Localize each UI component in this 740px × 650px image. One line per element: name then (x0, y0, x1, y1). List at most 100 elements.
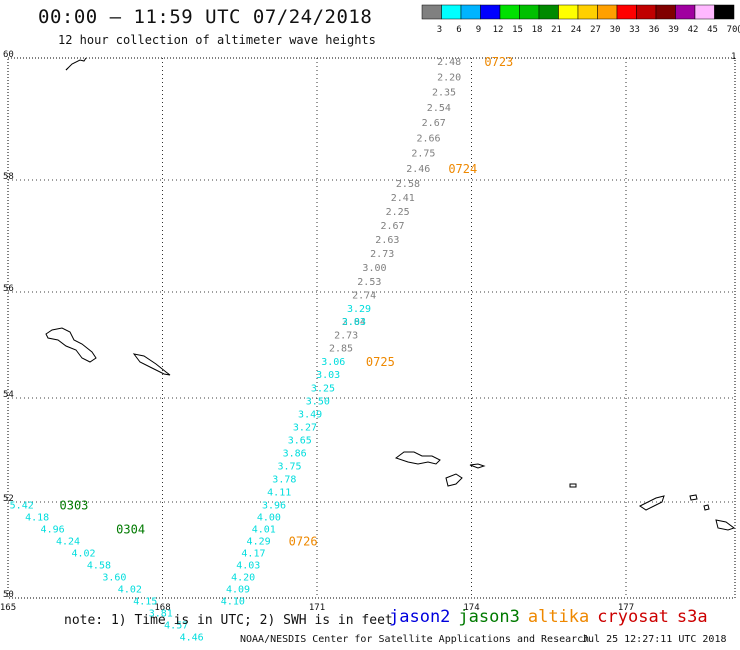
swh-value: 2.20 (437, 72, 461, 83)
swh-value: 2.25 (386, 207, 410, 218)
swh-value: 3.25 (311, 383, 335, 394)
lat-tick-label: 52 (3, 494, 14, 504)
legend-label: 27 (590, 25, 601, 35)
swh-value: 2.85 (329, 344, 353, 355)
legend-swatch (499, 4, 520, 20)
corner-label: 1 (731, 52, 736, 62)
lat-tick-label: 50 (3, 590, 14, 600)
swh-value: 2.74 (352, 291, 376, 302)
legend-swatch (714, 4, 735, 20)
swh-value: 3.60 (102, 572, 126, 583)
lat-tick-label: 54 (3, 390, 14, 400)
swh-value: 4.00 (257, 512, 281, 523)
graticule: 165 168 171 174 177 60 58 56 54 52 50 1 (0, 50, 736, 613)
lon-tick-label: 177 (618, 603, 634, 613)
legend-label: 33 (629, 25, 640, 35)
island-small-1 (469, 463, 486, 469)
legend-swatch (636, 4, 657, 20)
generated-timestamp: Jul 25 12:27:11 UTC 2018 (582, 634, 727, 645)
legend-label: 12 (493, 25, 504, 35)
credit-line: NOAA/NESDIS Center for Satellite Applica… (240, 634, 590, 645)
swh-value: 3.50 (306, 397, 330, 408)
time-tags: 0723 0724 0725 0726 0303 0304 (60, 55, 514, 548)
island-atka (445, 473, 463, 487)
time-tag: 0304 (116, 522, 145, 536)
swh-value: 2.73 (370, 249, 394, 260)
swh-value: 2.73 (334, 330, 358, 341)
legend-swatch (460, 4, 481, 20)
satellite-tracks: 2.48 2.20 2.35 2.54 2.67 2.66 2.75 2.46 2.58 2.41… (10, 57, 462, 643)
swh-value: 5.42 (10, 500, 34, 511)
swh-value: 4.03 (236, 560, 260, 571)
swh-value: 4.20 (231, 572, 255, 583)
satellite-name-s3a: s3a (676, 607, 708, 627)
map-subtitle: 12 hour collection of altimeter wave hei… (58, 33, 376, 47)
island-kiska (132, 353, 171, 376)
swh-value: 2.54 (427, 103, 451, 114)
swh-value: 3.86 (283, 449, 307, 460)
time-tag: 0724 (448, 162, 477, 176)
satellite-legend: jason2 jason3 altika cryosat s3a (389, 607, 716, 627)
swh-value: 3.81 (149, 608, 173, 619)
swh-value: 4.01 (252, 524, 276, 535)
swh-value: 3.27 (293, 423, 317, 434)
lat-tick-label: 56 (3, 284, 14, 294)
legend-swatch (441, 4, 462, 20)
lon-tick-label: 165 (0, 603, 16, 613)
legend-label: 6 (456, 25, 461, 35)
legend-label: 15 (512, 25, 523, 35)
swh-value: 4.09 (226, 584, 250, 595)
legend-label: 30 (610, 25, 621, 35)
swh-value: 4.24 (56, 536, 80, 547)
legend-swatch (538, 4, 559, 20)
lat-tick-label: 60 (3, 50, 14, 60)
swh-value: 4.17 (241, 548, 265, 559)
lon-tick-label: 168 (154, 603, 170, 613)
time-tag: 0303 (60, 498, 89, 512)
swh-value: 4.46 (180, 632, 204, 643)
satellite-name-jason2: jason2 (389, 607, 451, 627)
swh-value: 2.63 (375, 235, 399, 246)
swh-value: 2.75 (411, 149, 435, 160)
swh-value: 2.46 (406, 164, 430, 175)
legend-label: 24 (571, 25, 582, 35)
island-umnak (639, 495, 665, 511)
legend-unit: (ft) (736, 25, 740, 35)
legend-label: 36 (649, 25, 660, 35)
swh-value: 2.35 (432, 88, 456, 99)
legend-swatch (597, 4, 618, 20)
swh-value: 2.58 (396, 179, 420, 190)
legend-swatch (558, 4, 579, 20)
legend-label: 45 (707, 25, 718, 35)
island-small-4 (703, 504, 710, 511)
swh-value: 4.29 (247, 536, 271, 547)
swh-value: 3.65 (288, 436, 312, 447)
time-tag: 0723 (484, 55, 513, 69)
island-unalaska (715, 519, 736, 531)
legend-label: 70 (727, 25, 738, 35)
island-small-2 (569, 483, 577, 488)
swh-value: 2.66 (417, 133, 441, 144)
legend-swatch (675, 4, 696, 20)
island-attu (45, 327, 97, 363)
map-title: 00:00 – 11:59 UTC 07/24/2018 (38, 6, 373, 28)
legend-swatch (694, 4, 715, 20)
lat-tick-label: 58 (3, 172, 14, 182)
legend-swatch (519, 4, 540, 20)
lon-tick-label: 171 (309, 603, 325, 613)
swh-value: 4.18 (25, 512, 49, 523)
swh-value: 4.11 (267, 488, 291, 499)
legend-label: 21 (551, 25, 562, 35)
swh-value: 3.29 (347, 304, 371, 315)
legend-label: 42 (688, 25, 699, 35)
swh-value: 3.03 (342, 317, 366, 328)
kamchatka-cape (65, 67, 69, 71)
swh-value: 4.96 (41, 524, 65, 535)
swh-value: 3.06 (321, 357, 345, 368)
time-tag: 0725 (366, 355, 395, 369)
swh-value: 3.00 (362, 263, 386, 274)
swh-value: 4.57 (164, 620, 188, 631)
satellite-name-altika: altika (527, 607, 590, 627)
